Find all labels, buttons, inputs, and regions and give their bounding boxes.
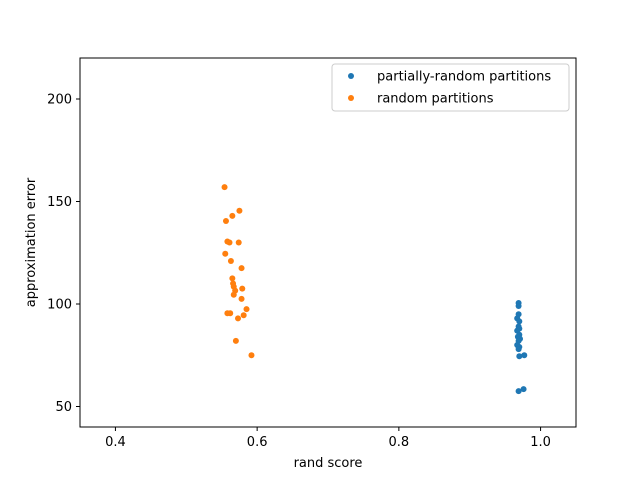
y-axis-ticks: 50 100 150 200 [47,93,80,415]
data-point-series-1 [243,306,250,313]
data-point-series-1 [227,310,234,317]
data-point-series-1 [238,295,245,302]
data-point-series-0 [515,303,522,310]
data-point-series-0 [515,311,522,318]
legend-marker [348,73,354,79]
data-point-series-1 [222,217,229,224]
legend-label: partially-random partitions [377,70,551,85]
legend-box [331,63,570,112]
data-point-series-1 [232,337,239,344]
x-tick-label: 1.0 [530,435,551,450]
data-point-series-1 [226,239,233,246]
y-tick-label: 100 [47,298,72,313]
y-tick-label: 200 [47,93,72,108]
x-tick-label: 0.6 [247,435,268,450]
data-point-series-1 [235,239,242,246]
data-point-series-0 [521,352,528,359]
data-point-series-1 [235,315,242,322]
data-point-series-0 [516,318,523,325]
data-point-series-1 [230,291,237,298]
data-point-series-0 [520,386,527,393]
data-point-series-1 [229,212,236,219]
data-point-series-1 [248,352,255,359]
data-point-series-0 [515,388,522,395]
y-tick-label: 150 [47,195,72,210]
data-point-series-1 [238,265,245,272]
data-point-series-1 [240,312,247,319]
data-point-series-0 [515,346,522,353]
legend-label: random partitions [377,92,494,107]
data-point-series-1 [227,257,234,264]
data-point-series-0 [516,353,523,360]
x-tick-label: 0.4 [105,435,126,450]
x-axis-label: rand score [294,456,363,471]
legend: partially-random partitions random partit… [331,63,570,112]
x-tick-label: 0.8 [389,435,410,450]
y-axis-label: approximation error [24,177,39,307]
data-point-series-1 [222,250,229,257]
data-point-series-1 [239,285,246,292]
data-point-series-1 [229,275,236,282]
y-tick-label: 50 [55,400,72,415]
data-point-series-1 [236,207,243,214]
data-points [221,184,528,395]
axes-frame [79,57,577,428]
data-point-series-1 [221,184,228,191]
legend-marker [348,95,354,101]
x-axis-ticks: 0.4 0.6 0.8 1.0 [105,427,551,450]
